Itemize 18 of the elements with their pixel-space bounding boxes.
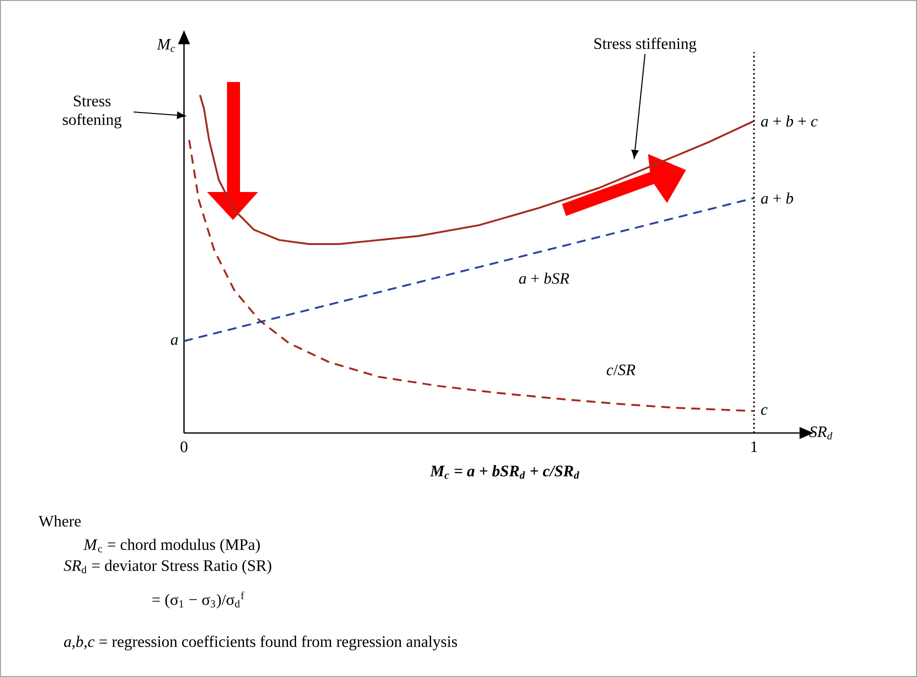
annotation: c [761,407,768,415]
annotation: a + bSR [519,272,570,284]
annotation: a [170,337,178,345]
y-axis-title: M$_{c}$ [156,39,175,52]
text: Stress stiffening [594,38,696,52]
text: M$_{c}$ = chord modulus (MPa) [83,538,260,554]
x-axis-title: SR$_{d}$ [809,426,832,440]
annotation: a + b [761,192,794,204]
text: Stress softening [62,96,122,128]
x-tick-label: 1 [751,441,758,452]
text: = (σ$_{1}$ − σ$_{3}$)/σ$_{d}$f [152,592,244,608]
text: Where [38,515,81,527]
annotation: a + b + c [761,115,818,127]
text: a,b,c = regression coefficients found from regression analysis [64,636,457,650]
text: M$_{c}$ = a + bSR$_{d}$ + c/SR$_{d}$ [430,465,580,479]
text: SR$_{d}$ = deviator Stress Ratio (SR) [64,560,272,574]
x-tick-label: 0 [180,441,188,452]
annotation: c/SR [606,364,636,376]
